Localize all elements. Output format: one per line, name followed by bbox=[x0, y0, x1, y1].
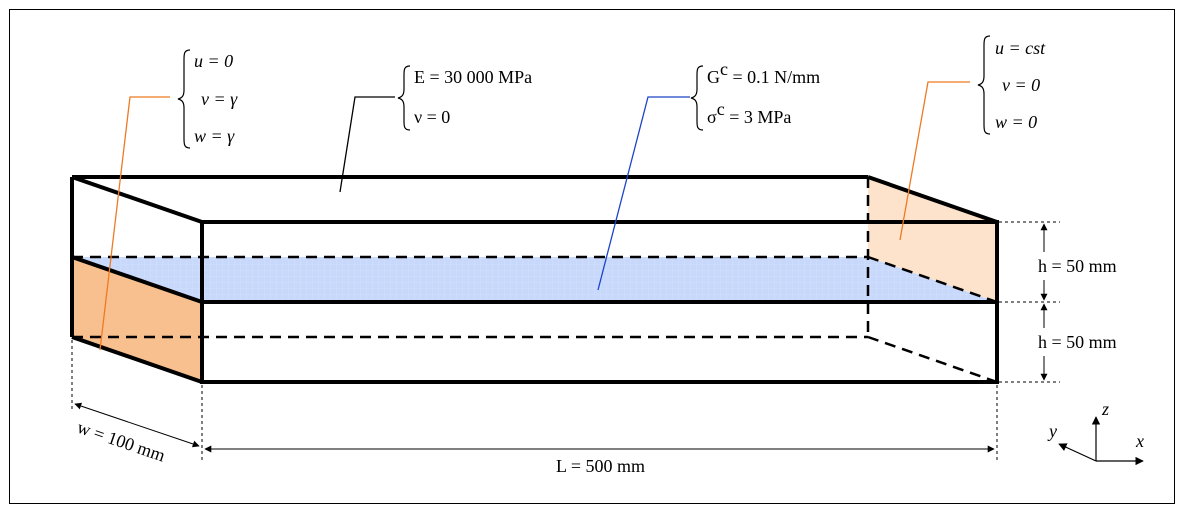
axis-x-label: x bbox=[1135, 431, 1144, 451]
height-upper-label: h = 50 mm bbox=[1038, 256, 1117, 276]
interface-G: Gc = 0.1 N/mm bbox=[707, 59, 820, 87]
left-bc-w: w = γ bbox=[194, 126, 235, 146]
width-label: w = 100 mm bbox=[75, 417, 168, 466]
axis-y-label: y bbox=[1047, 421, 1057, 441]
material-E: E = 30 000 MPa bbox=[414, 67, 532, 87]
left-bc-brace bbox=[178, 50, 190, 148]
right-bc-w: w = 0 bbox=[995, 112, 1037, 132]
interface-brace bbox=[691, 66, 703, 130]
material-nu: ν = 0 bbox=[414, 107, 450, 127]
length-label: L = 500 mm bbox=[556, 456, 645, 476]
axis-z-label: z bbox=[1101, 399, 1109, 419]
left-bc-v: v = γ bbox=[201, 89, 238, 109]
coordinate-axes bbox=[1059, 417, 1143, 461]
material-brace bbox=[398, 66, 410, 130]
interface-sigma: σc = 3 MPa bbox=[707, 99, 791, 127]
right-bc-u: u = cst bbox=[995, 38, 1046, 58]
height-lower-label: h = 50 mm bbox=[1038, 332, 1117, 352]
interface-plane bbox=[72, 257, 997, 302]
right-bc-brace bbox=[978, 36, 990, 134]
height-dimension-lines bbox=[999, 222, 1060, 382]
left-bc-u: u = 0 bbox=[194, 51, 233, 71]
right-bc-v: v = 0 bbox=[1002, 75, 1040, 95]
plan-dimension-lines bbox=[72, 340, 997, 462]
